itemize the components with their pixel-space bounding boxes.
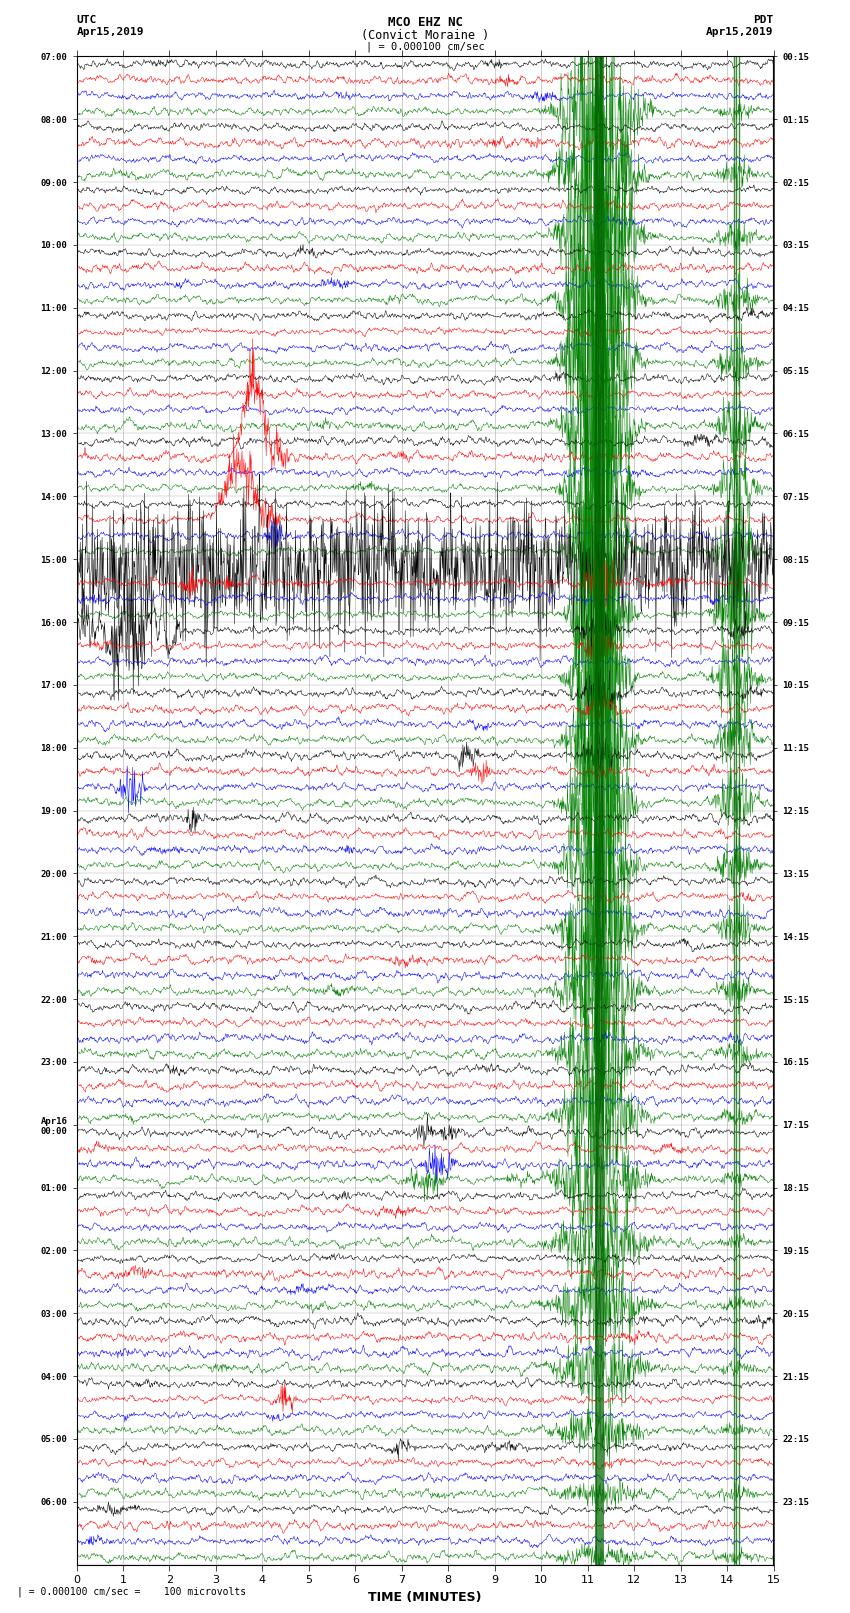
Text: | = 0.000100 cm/sec: | = 0.000100 cm/sec	[366, 42, 484, 53]
Text: UTC: UTC	[76, 15, 97, 24]
Text: Apr15,2019: Apr15,2019	[76, 27, 144, 37]
Text: MCO EHZ NC: MCO EHZ NC	[388, 16, 462, 29]
Text: | = 0.000100 cm/sec =    100 microvolts: | = 0.000100 cm/sec = 100 microvolts	[17, 1586, 246, 1597]
X-axis label: TIME (MINUTES): TIME (MINUTES)	[368, 1590, 482, 1603]
Text: Apr15,2019: Apr15,2019	[706, 27, 774, 37]
Text: (Convict Moraine ): (Convict Moraine )	[361, 29, 489, 42]
Text: PDT: PDT	[753, 15, 774, 24]
